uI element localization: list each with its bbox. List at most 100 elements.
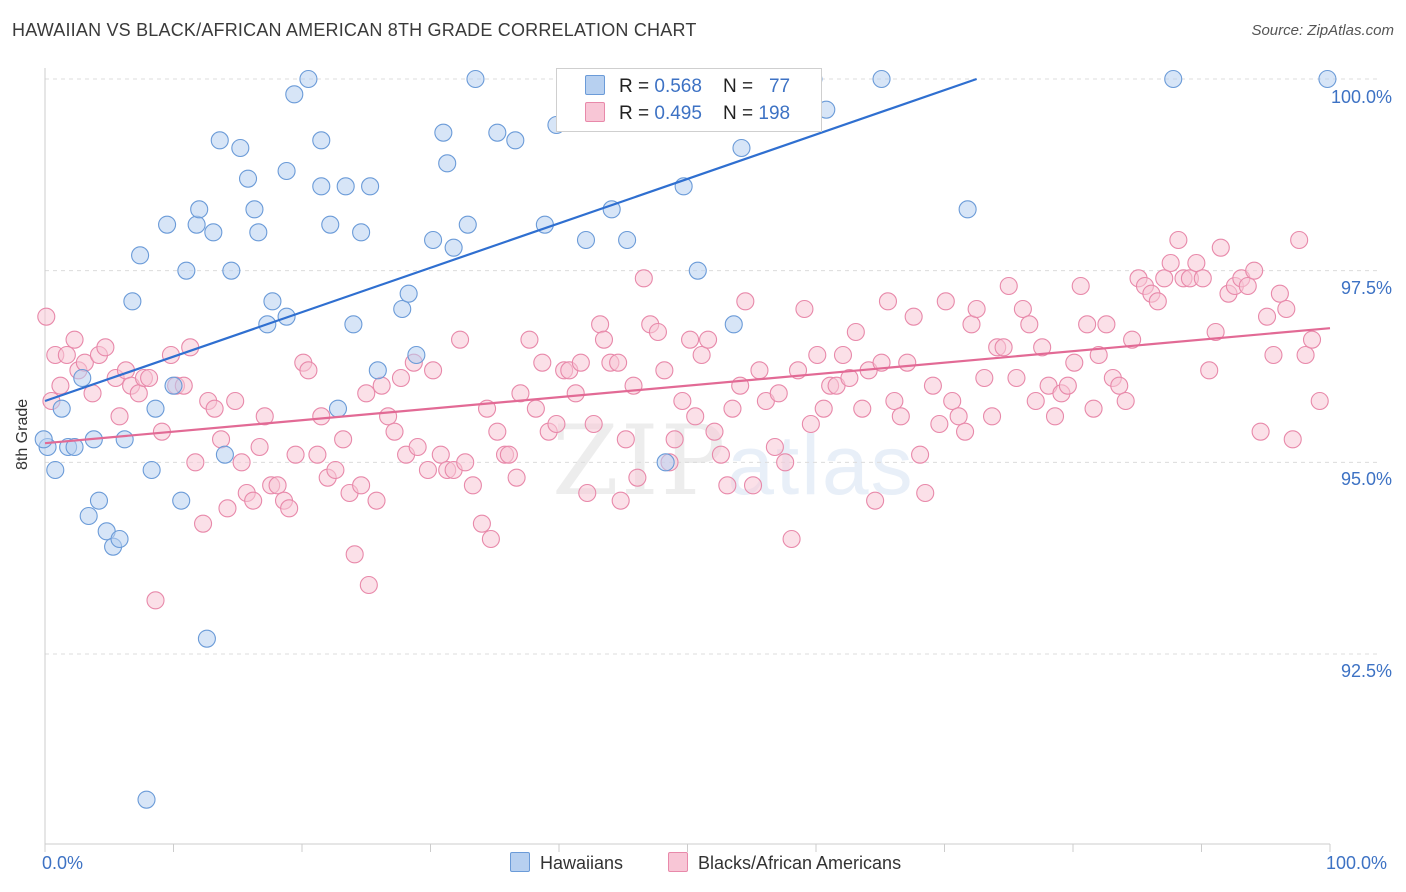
n-label: N = (723, 103, 759, 124)
blacks-point (994, 338, 1013, 357)
blacks-point (736, 292, 755, 311)
y-tick-label-92-5: 92.5% (1340, 661, 1392, 681)
hawaiians-point (123, 292, 142, 311)
blacks-point (594, 330, 614, 349)
blacks-point (129, 384, 148, 403)
hawaiians-legend-swatch (510, 852, 530, 872)
blacks-point (578, 483, 597, 503)
hawaiians-point (872, 69, 891, 89)
x-tick-label-min: 0.0% (42, 853, 84, 873)
blacks-point (936, 292, 955, 311)
blacks-point (286, 445, 305, 464)
hawaiians-point (361, 177, 380, 196)
legend-label-blacks: Blacks/African Americans (698, 853, 902, 873)
blacks-point (280, 499, 299, 518)
hawaiians-point (215, 445, 234, 464)
hawaiians-point (399, 284, 418, 303)
hawaiians-point (34, 430, 53, 449)
blacks-point (211, 430, 231, 449)
blacks-point (334, 430, 353, 449)
blacks-point (1089, 345, 1108, 365)
blacks-point (385, 422, 404, 441)
blacks-point (1257, 307, 1277, 326)
blacks-point (352, 476, 371, 495)
blacks-point (526, 399, 545, 418)
blacks-point (472, 514, 491, 533)
blacks-point (1277, 299, 1296, 319)
stats-legend-row-hawaiians: R = 0.568 N = 77 (585, 75, 790, 99)
blacks-point (808, 345, 827, 365)
blacks-point (1058, 376, 1077, 395)
blacks-point (367, 491, 386, 510)
blacks-point (1123, 330, 1142, 349)
blacks-point (591, 315, 610, 334)
blacks-point (705, 422, 724, 441)
legend-item-blacks[interactable]: Blacks/African Americans (668, 852, 901, 874)
blacks-point (96, 338, 115, 357)
blacks-point (982, 407, 1002, 426)
hawaiians-point (444, 238, 463, 257)
blacks-point (1020, 315, 1039, 334)
hawaiians-point (328, 399, 348, 418)
blacks-point (51, 376, 70, 395)
blacks-point (1200, 361, 1219, 380)
blacks-point (1251, 422, 1270, 441)
blacks-point (616, 430, 635, 449)
y-tick-label-95: 95.0% (1340, 469, 1392, 489)
blacks-point (1296, 345, 1315, 365)
blacks-point (1084, 399, 1103, 418)
blacks-point (975, 368, 994, 388)
hawaiians-point (210, 131, 229, 150)
hawaiians-point (488, 123, 507, 142)
blacks-swatch (585, 102, 605, 122)
hawaiians-point (352, 223, 371, 242)
hawaiians-point (724, 315, 743, 334)
blacks-point (718, 476, 737, 495)
blacks-point (967, 299, 986, 319)
blacks-point (431, 445, 450, 464)
blacks-point (1026, 391, 1045, 411)
blacks-point (904, 307, 923, 326)
hawaiians-point (46, 460, 65, 480)
blacks-point (194, 514, 213, 533)
hawaiians-point (197, 629, 216, 648)
blacks-point (686, 407, 705, 426)
blacks-point (699, 330, 718, 349)
blacks-point (408, 437, 427, 457)
blacks-point (520, 330, 539, 349)
blacks-point (634, 269, 653, 288)
hawaiians-point (958, 200, 977, 219)
blacks-point (481, 529, 500, 549)
blacks-point (743, 476, 763, 495)
blacks-point (1045, 407, 1065, 426)
legend-item-hawaiians[interactable]: Hawaiians (510, 852, 623, 874)
blacks-point (571, 353, 590, 372)
blacks-point (962, 315, 981, 334)
blacks-point (765, 437, 784, 457)
hawaiians-point (89, 491, 109, 510)
blacks-point (723, 399, 742, 418)
stats-legend: R = 0.568 N = 77 R = 0.495 N = 198 (556, 68, 822, 132)
hawaiians-point (65, 437, 84, 457)
hawaiians-point (73, 368, 92, 388)
blacks-point (1264, 345, 1283, 365)
blacks-point (255, 407, 274, 426)
hawaiians-point (299, 69, 318, 89)
hawaiians-point (732, 138, 751, 158)
hawaiians-point (312, 177, 331, 196)
blacks-point (1071, 276, 1090, 296)
blacks-point (357, 384, 376, 403)
hawaiians-point (277, 161, 296, 181)
hawaiians-point (321, 215, 340, 234)
hawaiians-point (142, 460, 161, 480)
blacks-point (418, 460, 437, 480)
hawaiians-trend-line (44, 77, 977, 403)
blacks-point (750, 361, 769, 380)
hawaiians-point (263, 292, 282, 311)
blacks-point (250, 437, 269, 457)
hawaiians-point (146, 399, 165, 418)
blacks-point (1206, 322, 1225, 342)
blacks-point (1148, 292, 1167, 311)
hawaiians-point (618, 230, 637, 250)
